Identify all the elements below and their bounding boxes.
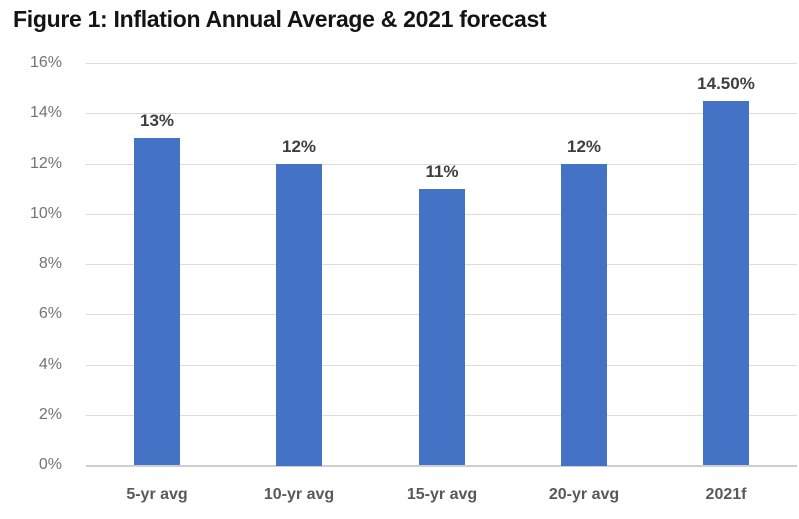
y-axis-tick-label: 4% bbox=[38, 356, 62, 373]
bar-15-yr-avg bbox=[419, 189, 465, 465]
gridline bbox=[86, 113, 797, 114]
x-axis-category-label: 10-yr avg bbox=[263, 486, 335, 503]
x-axis-category-label: 20-yr avg bbox=[548, 486, 620, 503]
data-label: 12% bbox=[281, 137, 317, 156]
gridline bbox=[86, 164, 797, 165]
y-axis-tick-label: 6% bbox=[38, 305, 62, 322]
data-label: 14.50% bbox=[697, 74, 755, 93]
gridline bbox=[86, 63, 797, 64]
bar-2021f bbox=[703, 101, 749, 465]
x-axis-category-label: 5-yr avg bbox=[126, 486, 188, 503]
y-axis-tick-label: 10% bbox=[29, 205, 62, 222]
y-axis-tick-label: 14% bbox=[29, 104, 62, 121]
y-axis-tick-label: 2% bbox=[38, 406, 62, 423]
data-label: 13% bbox=[139, 111, 175, 130]
x-axis-baseline bbox=[86, 465, 797, 467]
bar-20-yr-avg bbox=[561, 164, 607, 466]
data-label: 12% bbox=[566, 137, 602, 156]
y-axis-tick-label: 0% bbox=[38, 456, 62, 473]
data-label: 11% bbox=[425, 162, 459, 181]
bar-5-yr-avg bbox=[134, 138, 180, 465]
chart-title: Figure 1: Inflation Annual Average & 202… bbox=[13, 6, 547, 32]
y-axis-tick-label: 8% bbox=[38, 255, 62, 272]
y-axis-tick-label: 16% bbox=[29, 54, 62, 71]
x-axis-category-label: 15-yr avg bbox=[406, 486, 478, 503]
x-axis-category-label: 2021f bbox=[705, 486, 747, 503]
bar-10-yr-avg bbox=[276, 164, 322, 466]
y-axis-tick-label: 12% bbox=[29, 155, 62, 172]
